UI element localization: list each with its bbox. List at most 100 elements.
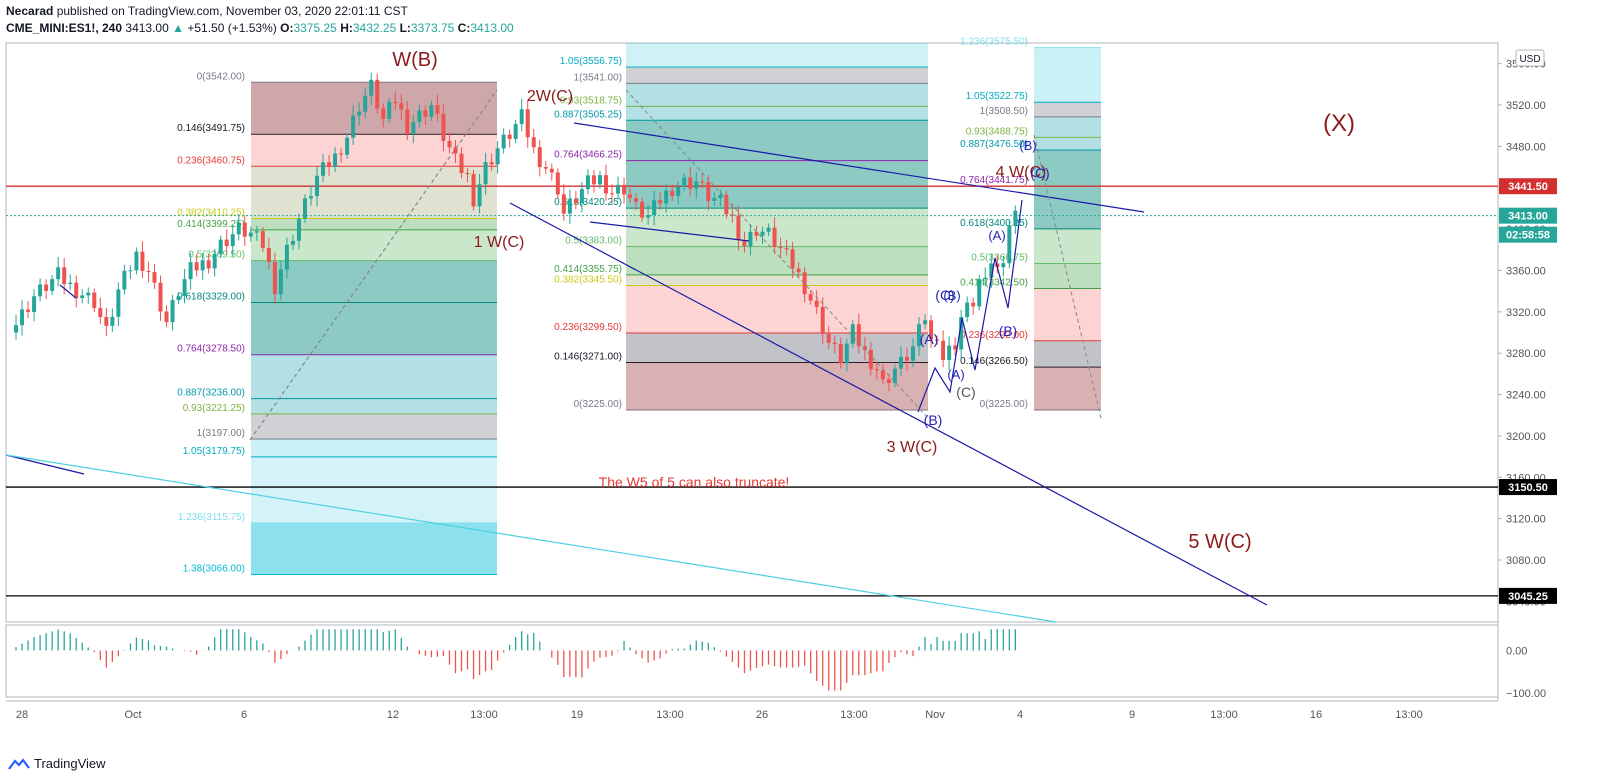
candle-body[interactable] [700,181,705,183]
candle-body[interactable] [357,111,362,116]
candle-body[interactable] [50,279,55,291]
candle-body[interactable] [1007,225,1012,264]
candle-body[interactable] [333,153,338,167]
candle-body[interactable] [646,215,651,218]
candle-body[interactable] [561,194,566,214]
oscillator-pane[interactable] [5,624,1499,698]
candle-body[interactable] [212,254,217,269]
candle-body[interactable] [369,79,374,96]
candle-body[interactable] [200,260,205,271]
candle-body[interactable] [688,177,693,189]
candle-body[interactable] [929,320,934,340]
candle-body[interactable] [387,101,392,119]
candle-body[interactable] [86,292,91,296]
candle-body[interactable] [941,340,946,361]
candle-body[interactable] [182,279,187,297]
trend-line[interactable] [589,221,750,242]
candle-body[interactable] [242,222,247,237]
candle-body[interactable] [513,124,518,139]
candle-body[interactable] [284,244,289,270]
candle-body[interactable] [363,95,368,112]
candle-body[interactable] [20,309,25,326]
candle-body[interactable] [808,294,813,301]
candle-body[interactable] [140,251,145,271]
author-name[interactable]: Necarad [6,4,54,18]
candle-body[interactable] [531,137,536,148]
trend-line[interactable] [59,284,77,299]
candle-body[interactable] [32,296,37,312]
candle-body[interactable] [170,300,175,323]
candle-body[interactable] [718,194,723,198]
trend-line[interactable] [509,202,1268,606]
price-pane[interactable] [5,42,1499,623]
candle-body[interactable] [489,162,494,165]
candle-body[interactable] [802,272,807,295]
candle-body[interactable] [68,282,73,285]
candle-body[interactable] [585,175,590,190]
candle-body[interactable] [435,105,440,114]
candle-body[interactable] [477,184,482,207]
candle-body[interactable] [591,175,596,185]
candle-body[interactable] [760,231,765,236]
candle-body[interactable] [176,296,181,301]
candle-body[interactable] [441,113,446,142]
candle-body[interactable] [832,342,837,344]
candle-body[interactable] [423,110,428,117]
candle-body[interactable] [429,105,434,117]
trend-line[interactable] [249,89,498,441]
candle-body[interactable] [471,174,476,207]
candle-body[interactable] [904,356,909,361]
candle-body[interactable] [152,272,157,283]
candle-body[interactable] [188,262,193,280]
candle-body[interactable] [375,79,380,109]
candle-body[interactable] [652,200,657,216]
candle-body[interactable] [230,234,235,247]
candle-body[interactable] [730,214,735,216]
footer-brand[interactable]: TradingView [8,756,106,771]
candle-body[interactable] [495,148,500,165]
candle-body[interactable] [923,320,928,325]
candle-body[interactable] [272,261,277,295]
candle-body[interactable] [92,292,97,309]
candle-body[interactable] [573,199,578,204]
candle-body[interactable] [525,109,530,138]
candle-body[interactable] [658,200,663,204]
candle-body[interactable] [164,311,169,323]
candle-body[interactable] [483,162,488,185]
candle-body[interactable] [14,325,19,333]
candle-body[interactable] [549,168,554,173]
candle-body[interactable] [393,101,398,104]
candle-body[interactable] [694,181,699,189]
candle-body[interactable] [98,308,103,317]
candle-body[interactable] [826,333,831,343]
candle-body[interactable] [260,231,265,248]
candle-body[interactable] [507,134,512,139]
candle-body[interactable] [266,247,271,262]
candle-body[interactable] [947,345,952,361]
candle-body[interactable] [543,167,548,169]
candle-body[interactable] [603,175,608,194]
candle-body[interactable] [868,349,873,370]
candle-body[interactable] [917,324,922,347]
candle-body[interactable] [989,263,994,278]
candle-body[interactable] [567,199,572,214]
candle-body[interactable] [62,267,67,285]
candle-body[interactable] [134,251,139,271]
candle-body[interactable] [724,194,729,215]
candle-body[interactable] [459,153,464,173]
candle-body[interactable] [128,270,133,272]
candle-body[interactable] [278,269,283,295]
candle-body[interactable] [501,134,506,149]
candle-body[interactable] [634,198,639,202]
trend-line[interactable] [5,454,85,475]
candle-body[interactable] [844,343,849,364]
wave-zigzag[interactable] [917,199,1023,413]
candle-body[interactable] [116,289,121,317]
candle-body[interactable] [965,302,970,317]
candle-body[interactable] [405,109,410,134]
candle-body[interactable] [959,316,964,350]
candle-body[interactable] [315,175,320,197]
candle-body[interactable] [748,231,753,247]
candle-body[interactable] [898,356,903,369]
candle-body[interactable] [983,277,988,280]
